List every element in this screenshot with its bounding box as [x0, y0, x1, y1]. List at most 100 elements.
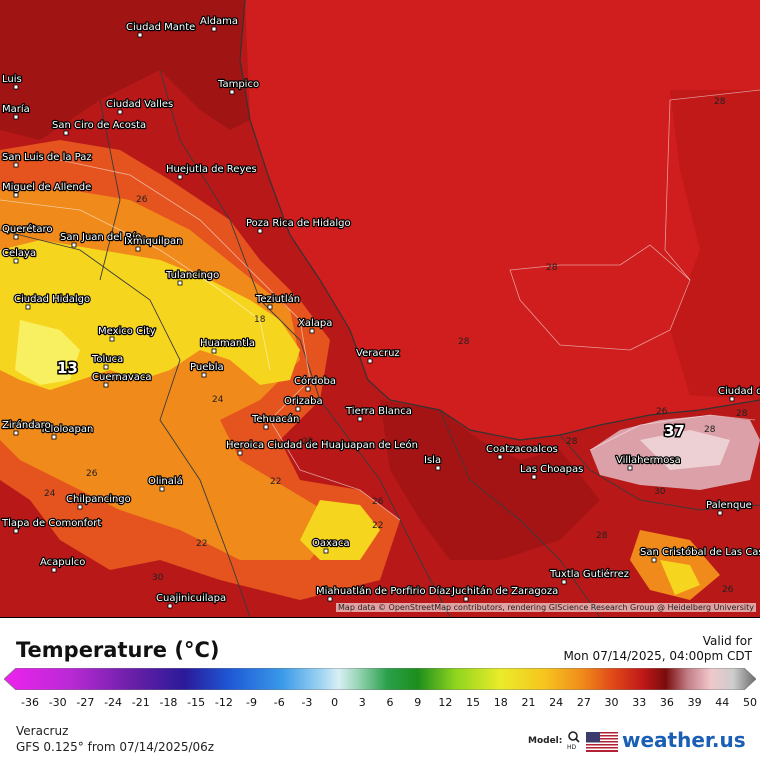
isotherm-label: 28	[566, 437, 578, 447]
legend-panel: Temperature (°C) Valid for Mon 07/14/202…	[0, 618, 760, 760]
temperature-map[interactable]: Aldama Ciudad Mante Tampico Ciudad Valles Lu…	[0, 0, 760, 618]
city-marker	[435, 465, 441, 471]
city-marker	[103, 382, 109, 388]
city-label-chilpancingo: Chilpancingo	[66, 494, 131, 505]
temperature-colorbar	[4, 668, 756, 690]
city-label-mexico-city: Mexico City	[98, 326, 156, 337]
city-label-oaxaca: Oaxaca	[312, 538, 350, 549]
colorbar-tick-label: 36	[659, 696, 674, 709]
city-marker	[323, 548, 329, 554]
colorbar-tick-label: 44	[715, 696, 730, 709]
city-label-huamantla: Huamantla	[200, 338, 255, 349]
isotherm-label: 28	[714, 97, 726, 107]
city-marker	[237, 450, 243, 456]
city-label-acapulco: Acapulco	[40, 557, 85, 568]
city-marker	[729, 396, 735, 402]
isotherm-label: 30	[654, 487, 666, 497]
magnifier-hd-icon[interactable]: HD	[566, 730, 582, 750]
colorbar-tick-label: -24	[104, 696, 123, 709]
svg-text:HD: HD	[567, 744, 577, 750]
colorbar-tick-label: -12	[214, 696, 233, 709]
city-label-xalapa: Xalapa	[298, 318, 332, 329]
isotherm-label: 22	[372, 521, 383, 531]
city-label-orizaba: Orizaba	[284, 396, 323, 407]
city-label-tulancingo: Tulancingo	[165, 270, 219, 281]
colorbar-tick-label: -9	[246, 696, 258, 709]
valid-time: Mon 07/14/2025, 04:00pm CDT	[563, 649, 752, 663]
model-run-label: GFS 0.125° from 07/14/2025/06z	[16, 740, 215, 754]
colorbar-tick-label: 21	[521, 696, 536, 709]
weather-us-logo[interactable]: weather.us	[622, 728, 746, 752]
city-label-quer-taro: Querétaro	[2, 223, 52, 235]
city-label-san-juan-del-r-o: San Juan del Río	[60, 231, 141, 243]
isotherm-label: 26	[136, 195, 148, 205]
isotherm-label: 18	[254, 315, 266, 325]
colorbar-tick-label: -30	[48, 696, 67, 709]
map-attribution[interactable]: Map data © OpenStreetMap contributors, r…	[336, 603, 756, 612]
city-marker	[25, 304, 31, 310]
city-marker	[327, 596, 333, 602]
city-marker	[263, 424, 269, 430]
city-label-poza-rica-de-hidalgo: Poza Rica de Hidalgo	[246, 218, 351, 229]
city-label-huejutla-de-reyes: Huejutla de Reyes	[166, 164, 257, 175]
city-marker	[77, 504, 83, 510]
isotherm-label: 28	[736, 409, 748, 419]
city-label-tlapa-de-comonfort: Tlapa de Comonfort	[1, 518, 101, 529]
min-temp-label: 13	[57, 359, 78, 377]
isotherm-label: 22	[302, 437, 313, 447]
city-label-cuernavaca: Cuernavaca	[92, 372, 152, 383]
city-label-teloloapan: Teloloapan	[39, 424, 93, 435]
city-marker	[13, 192, 19, 198]
colorbar-tick-label: -6	[273, 696, 285, 709]
city-marker	[651, 557, 657, 563]
city-label-san-luis-de-la-paz: San Luis de la Paz	[2, 152, 92, 163]
city-label-cuajinicuilapa: Cuajinicuilapa	[156, 593, 226, 604]
city-marker	[103, 364, 109, 370]
city-marker	[463, 596, 469, 602]
city-marker	[295, 406, 301, 412]
city-marker	[109, 336, 115, 342]
city-label-ciudad-hidalgo: Ciudad Hidalgo	[14, 294, 90, 305]
city-label-ixmiquilpan: Ixmiquilpan	[124, 236, 182, 247]
city-label-zir-ndaro: Zirándaro	[2, 419, 51, 431]
city-marker	[305, 386, 311, 392]
city-marker	[13, 162, 19, 168]
colorbar-tick-label: -21	[131, 696, 150, 709]
city-label-luis: Luis	[2, 74, 22, 85]
colorbar-tick-label: 12	[438, 696, 453, 709]
city-label-mar-a: María	[2, 103, 30, 115]
city-label-tuxtla-guti-rrez: Tuxtla Gutiérrez	[549, 568, 629, 580]
city-label-puebla: Puebla	[190, 362, 224, 373]
city-label-villahermosa: Villahermosa	[616, 455, 681, 466]
city-label-toluca: Toluca	[91, 354, 123, 365]
city-marker	[367, 358, 373, 364]
city-marker	[357, 416, 363, 422]
city-marker	[627, 465, 633, 471]
colorbar-tick-label: 6	[386, 696, 394, 709]
city-marker	[117, 109, 123, 115]
city-label-san-ciro-de-acosta: San Ciro de Acosta	[52, 120, 146, 131]
city-label-ciudad-mante: Ciudad Mante	[126, 22, 195, 33]
city-marker	[135, 246, 141, 252]
colorbar-tick-label: -18	[159, 696, 178, 709]
model-label: Model:	[528, 736, 563, 746]
city-label-miahuatl-n-de-porfirio-d-az: Miahuatlán de Porfirio Díaz	[316, 585, 451, 597]
city-marker	[13, 114, 19, 120]
colorbar-tick-label: 30	[604, 696, 619, 709]
city-marker	[309, 328, 315, 334]
legend-title: Temperature (°C)	[16, 638, 220, 662]
colorbar-tick-label: 24	[549, 696, 564, 709]
oaxaca-yellow	[300, 500, 380, 560]
city-marker	[13, 84, 19, 90]
city-label-san-crist-bal-de-las-casas: San Cristóbal de Las Casas	[640, 546, 760, 558]
isotherm-label: 28	[596, 531, 608, 541]
us-flag-icon	[586, 732, 618, 752]
city-marker	[561, 579, 567, 585]
map-canvas	[0, 0, 760, 617]
colorbar-ticks: -36 -30 -27 -24 -21 -18 -15 -12 -9 -6 -3 0 3 6 9 12 15 18…	[0, 696, 760, 710]
location-label: Veracruz	[16, 724, 69, 738]
sea-dark-east	[670, 90, 760, 400]
city-marker	[51, 567, 57, 573]
isotherms	[0, 89, 760, 521]
